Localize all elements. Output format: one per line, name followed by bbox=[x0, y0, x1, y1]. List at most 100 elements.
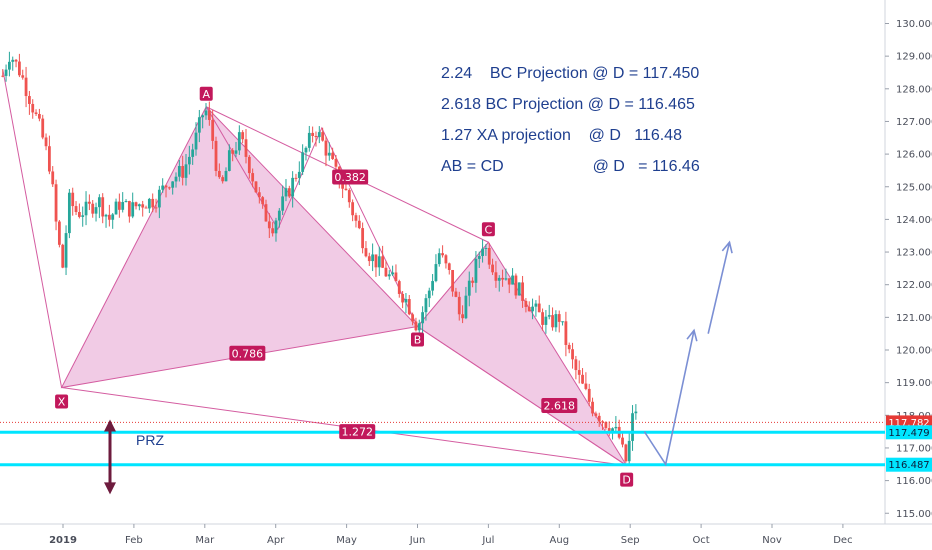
y-tick-label: 121.000 bbox=[896, 313, 932, 324]
time-axis[interactable]: 2019 Feb Mar Apr May Jun Jul Aug Sep Oct Nov Dec bbox=[49, 524, 853, 546]
point-label-b: B bbox=[414, 333, 422, 346]
candle-body bbox=[1, 75, 5, 77]
candle-body bbox=[177, 166, 181, 177]
candle-body bbox=[391, 272, 395, 275]
candle-body bbox=[264, 204, 268, 222]
candle-body bbox=[134, 202, 138, 207]
candle-body bbox=[61, 244, 65, 268]
candle-body bbox=[71, 192, 75, 207]
candle-body bbox=[214, 140, 218, 171]
candle-body bbox=[41, 118, 45, 138]
candle-body bbox=[484, 247, 488, 249]
level-badge-1-label: 117.479 bbox=[888, 428, 929, 439]
candle-body bbox=[297, 171, 301, 178]
candle-body bbox=[301, 152, 305, 172]
candle-body bbox=[614, 426, 618, 429]
candle-body bbox=[157, 189, 161, 208]
point-label-c-bg bbox=[481, 222, 495, 237]
ratio-label-bg bbox=[541, 398, 578, 414]
candle-body bbox=[17, 61, 21, 76]
ratio-label-bg bbox=[229, 345, 266, 361]
y-tick-label: 117.000 bbox=[896, 443, 932, 454]
candle-body bbox=[354, 215, 358, 221]
candle-body bbox=[541, 312, 544, 325]
candle-body bbox=[191, 149, 195, 157]
candle-body bbox=[544, 316, 548, 325]
level-badge-2 bbox=[886, 457, 932, 472]
candle-body bbox=[431, 281, 435, 291]
x-tick-label: Sep bbox=[621, 535, 640, 546]
candle-body bbox=[347, 190, 351, 203]
candle-body bbox=[311, 132, 315, 136]
x-tick-label: Dec bbox=[833, 535, 852, 546]
price-axis[interactable]: 115.000116.000117.000118.000119.000120.0… bbox=[885, 19, 932, 520]
candle-body bbox=[114, 201, 118, 215]
candle-body bbox=[381, 256, 385, 268]
candle-body bbox=[581, 374, 584, 384]
ratio-label-bg bbox=[332, 169, 369, 185]
candle-body bbox=[624, 444, 628, 462]
candle-body bbox=[257, 192, 261, 198]
candle-body bbox=[564, 321, 568, 345]
last-price-badge-label: 117.782 bbox=[888, 418, 929, 429]
candle-body bbox=[514, 275, 518, 296]
candle-body bbox=[341, 184, 345, 189]
candle-body bbox=[327, 152, 331, 156]
ratio-label: 0.786 bbox=[232, 347, 264, 360]
candle-body bbox=[271, 228, 275, 234]
candle-body bbox=[54, 184, 58, 222]
candle-body bbox=[364, 248, 368, 257]
candle-body bbox=[207, 110, 211, 121]
candle-body bbox=[91, 203, 95, 214]
projection-arrow-1 bbox=[643, 330, 695, 467]
candle-body bbox=[247, 156, 251, 174]
candle-body bbox=[464, 295, 468, 319]
candle-body bbox=[11, 59, 15, 62]
candle-body bbox=[384, 267, 388, 277]
candle-body bbox=[587, 388, 591, 402]
candle-body bbox=[181, 166, 185, 178]
y-tick-label: 115.000 bbox=[896, 509, 932, 520]
x-tick-label: Jun bbox=[409, 535, 426, 546]
candle-body bbox=[31, 103, 35, 113]
candle-body bbox=[621, 437, 624, 445]
candle-body bbox=[561, 321, 564, 323]
candle-body bbox=[601, 421, 604, 423]
candle-body bbox=[171, 181, 175, 188]
y-tick-label: 130.000 bbox=[896, 19, 932, 30]
x-tick-label: May bbox=[336, 535, 357, 546]
price-levels bbox=[0, 421, 885, 467]
candle-body bbox=[287, 188, 291, 197]
bd-line bbox=[417, 326, 627, 466]
candle-body bbox=[81, 215, 85, 217]
candle-body bbox=[277, 210, 281, 221]
ratio-label: 0.382 bbox=[334, 171, 366, 184]
level-badge-2-label: 116.487 bbox=[888, 460, 929, 471]
candle-body bbox=[597, 415, 601, 422]
prz-arrow-up-head bbox=[104, 419, 116, 432]
candle-body bbox=[217, 170, 221, 178]
candle-body bbox=[74, 206, 78, 213]
candle-body bbox=[487, 247, 491, 265]
candle-body bbox=[474, 258, 478, 283]
candle-body bbox=[397, 281, 401, 294]
point-label-d-bg bbox=[620, 472, 634, 487]
candle-body bbox=[147, 198, 151, 209]
candle-body bbox=[511, 275, 514, 285]
candle-body bbox=[57, 221, 61, 245]
y-tick-label: 116.000 bbox=[896, 476, 932, 487]
candle-body bbox=[567, 344, 571, 350]
candle-body bbox=[537, 303, 541, 313]
candle-body bbox=[174, 176, 178, 182]
candle-body bbox=[117, 201, 121, 210]
candle-body bbox=[547, 315, 551, 317]
candle-body bbox=[221, 177, 225, 182]
candle-body bbox=[187, 156, 191, 165]
candle-body bbox=[377, 256, 381, 268]
candle-body bbox=[404, 299, 408, 303]
candle-body bbox=[274, 220, 278, 234]
candle-body bbox=[524, 300, 528, 307]
candle-body bbox=[204, 110, 208, 116]
candle-body bbox=[201, 115, 205, 118]
candle-body bbox=[51, 171, 55, 185]
